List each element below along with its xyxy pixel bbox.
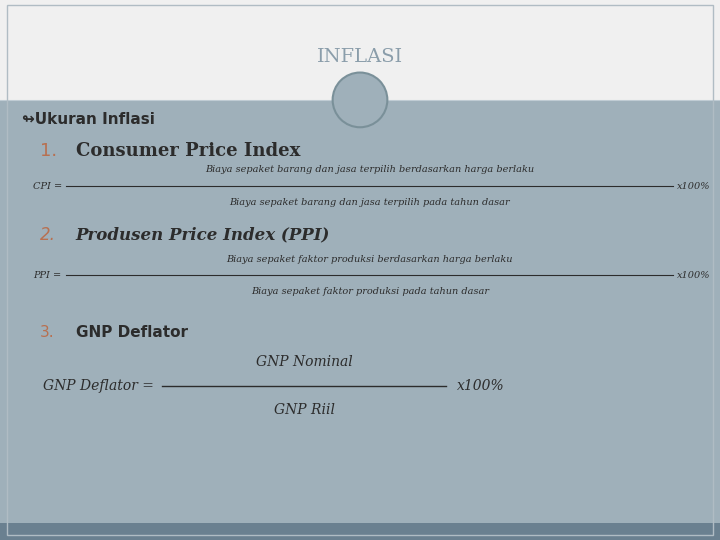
Text: PPI =: PPI = (34, 271, 65, 280)
Text: x100%: x100% (457, 379, 505, 393)
Text: CPI =: CPI = (32, 182, 65, 191)
Text: 2.: 2. (40, 226, 55, 244)
Text: ↬Ukuran Inflasi: ↬Ukuran Inflasi (22, 112, 155, 127)
Bar (0, 0, 720, 100)
Text: GNP Nominal: GNP Nominal (256, 355, 353, 369)
Text: GNP Deflator: GNP Deflator (76, 325, 188, 340)
Text: Biaya sepaket barang dan jasa terpilih pada tahun dasar: Biaya sepaket barang dan jasa terpilih p… (230, 198, 510, 207)
Text: GNP Deflator =: GNP Deflator = (43, 379, 158, 393)
Text: Biaya sepaket barang dan jasa terpilih berdasarkan harga berlaku: Biaya sepaket barang dan jasa terpilih b… (205, 165, 534, 174)
Text: 3.: 3. (40, 325, 54, 340)
Text: GNP Riil: GNP Riil (274, 403, 335, 417)
Text: INFLASI: INFLASI (317, 48, 403, 66)
Text: 1.: 1. (40, 142, 57, 160)
Text: Produsen Price Index (PPI): Produsen Price Index (PPI) (76, 226, 330, 244)
Text: x100%: x100% (677, 182, 711, 191)
Bar (0, 100, 720, 523)
Ellipse shape (333, 72, 387, 127)
Text: Consumer Price Index: Consumer Price Index (76, 142, 300, 160)
Text: Biaya sepaket faktor produksi pada tahun dasar: Biaya sepaket faktor produksi pada tahun… (251, 287, 489, 296)
Text: Biaya sepaket faktor produksi berdasarkan harga berlaku: Biaya sepaket faktor produksi berdasarka… (227, 254, 513, 264)
Text: x100%: x100% (677, 271, 711, 280)
Bar (0, 523, 720, 540)
